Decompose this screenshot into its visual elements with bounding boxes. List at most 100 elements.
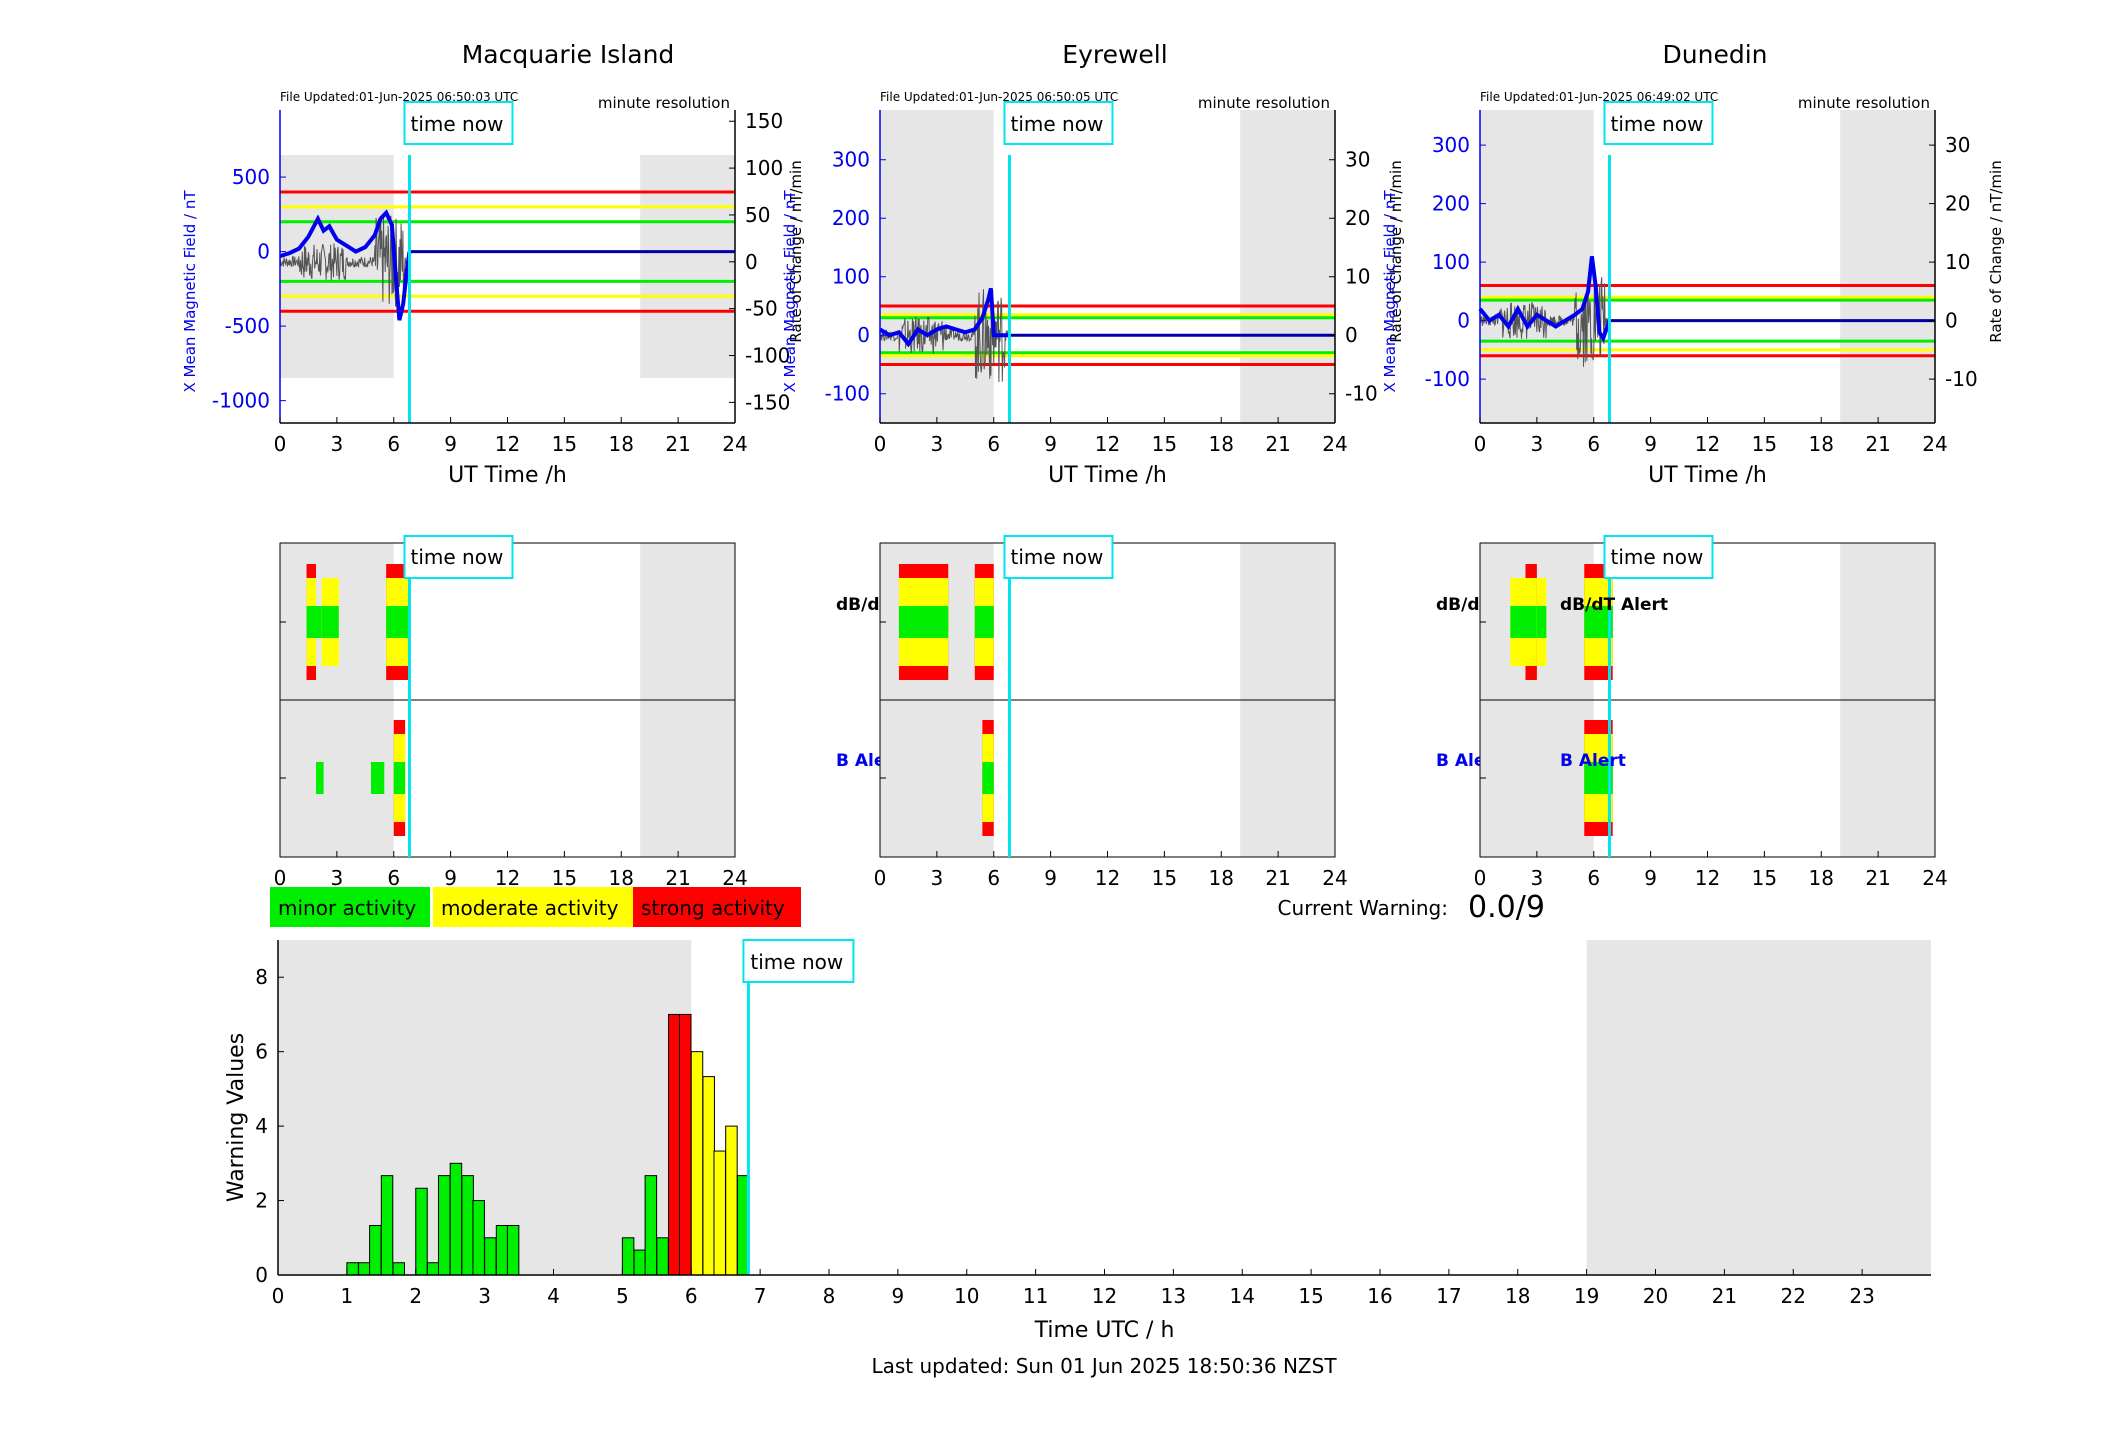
y-left-tick-label: 200: [832, 206, 870, 230]
x-tick-label: 24: [1922, 866, 1947, 890]
station-0: Macquarie Island File Updated:01-Jun-2025…: [181, 40, 944, 890]
x-tick-label: 21: [1265, 866, 1290, 890]
station-title: Eyrewell: [1062, 40, 1167, 69]
resolution-text: minute resolution: [1198, 94, 1330, 112]
station-1: Eyrewell File Updated:01-Jun-2025 06:50:0…: [781, 40, 1544, 890]
x-tick-label: 9: [444, 432, 457, 456]
night-shade: [1240, 110, 1335, 423]
alert-minor: [393, 762, 406, 794]
x-tick-label: 18: [1809, 432, 1834, 456]
x-tick-label: 21: [1865, 866, 1890, 890]
warning-bar: [495, 1224, 509, 1276]
warning-bar: [644, 1175, 658, 1276]
x-tick-label: 15: [1152, 866, 1177, 890]
warning-bar: [621, 1237, 635, 1276]
warning-bar: [472, 1200, 485, 1276]
file-updated-text: File Updated:01-Jun-2025 06:50:05 UTC: [880, 90, 1118, 104]
y-tick-label: 6: [255, 1040, 268, 1064]
activity-legend: minor activity moderate activity strong ac…: [270, 887, 801, 927]
x-tick-label: 3: [1531, 866, 1544, 890]
x-tick-label: 0: [874, 432, 887, 456]
legend-swatch-strong: [633, 887, 801, 927]
time-now-label: time now: [1010, 112, 1103, 136]
x-tick-label: 18: [609, 866, 634, 890]
x-tick-label: 15: [1752, 866, 1777, 890]
x-tick-label: 6: [387, 866, 400, 890]
x-tick-label: 24: [1322, 432, 1347, 456]
alert-minor: [316, 606, 322, 638]
x-tick-label: 6: [1587, 866, 1600, 890]
alert-minor: [974, 606, 994, 638]
x-tick-label: 10: [954, 1284, 979, 1308]
x-tick-label: 1: [341, 1284, 354, 1308]
y-left-axis-label: X Mean Magnetic Field / nT: [1381, 190, 1399, 393]
x-tick-label: 18: [1505, 1284, 1530, 1308]
x-tick-label: 3: [931, 866, 944, 890]
time-now-label: time now: [1610, 545, 1703, 569]
alert-minor: [898, 606, 949, 638]
alert-minor: [982, 762, 994, 794]
x-tick-label: 22: [1781, 1284, 1806, 1308]
field-series: [279, 209, 412, 321]
warning-bar: [725, 1125, 738, 1276]
x-axis-label: UT Time /h: [1048, 463, 1167, 488]
x-tick-label: 15: [552, 866, 577, 890]
legend-swatch-minor: [270, 887, 430, 927]
x-tick-label: 7: [754, 1284, 767, 1308]
x-tick-label: 12: [1095, 432, 1120, 456]
x-tick-label: 9: [892, 1284, 905, 1308]
x-axis-label: Time UTC / h: [1034, 1318, 1175, 1343]
x-tick-label: 24: [722, 866, 747, 890]
y-right-tick-label: -10: [1345, 382, 1378, 406]
alert-minor: [1510, 606, 1526, 638]
y-right-tick-label: 30: [1945, 133, 1970, 157]
x-tick-label: 19: [1574, 1284, 1599, 1308]
night-shade: [1586, 940, 1931, 1275]
x-tick-label: 13: [1161, 1284, 1186, 1308]
warning-bar: [702, 1076, 715, 1276]
legend-label-minor: minor activity: [278, 896, 416, 920]
y-right-tick-label: 150: [745, 109, 783, 133]
legend-label-strong: strong activity: [641, 896, 785, 920]
x-tick-label: 24: [1922, 432, 1947, 456]
b-alert-label: B Alert: [1560, 751, 1626, 771]
y-right-tick-label: 20: [1345, 206, 1370, 230]
x-tick-label: 15: [1152, 432, 1177, 456]
x-tick-label: 9: [1044, 866, 1057, 890]
warning-bar: [506, 1224, 520, 1276]
x-tick-label: 23: [1849, 1284, 1874, 1308]
time-now-label: time now: [410, 112, 503, 136]
y-axis-label: Warning Values: [224, 1033, 249, 1202]
y-left-tick-label: 0: [1457, 309, 1470, 333]
x-tick-label: 12: [1695, 432, 1720, 456]
warning-bar: [656, 1237, 669, 1276]
y-right-axis-label: Rate of Change / nT/min: [1387, 160, 1405, 342]
warning-bar: [392, 1262, 406, 1276]
y-tick-label: 8: [255, 965, 268, 989]
warning-bar: [633, 1249, 647, 1276]
time-now-box: [1603, 535, 1714, 579]
x-tick-label: 8: [823, 1284, 836, 1308]
warning-bar: [358, 1262, 371, 1276]
x-tick-label: 21: [1265, 432, 1290, 456]
y-right-tick-label: -150: [745, 390, 790, 414]
time-now-box: [1003, 535, 1114, 579]
alert-minor: [1536, 606, 1547, 638]
x-tick-label: 0: [1474, 866, 1487, 890]
x-tick-label: 6: [987, 866, 1000, 890]
dbdt-alert-label: dB/dT Alert: [1560, 595, 1668, 615]
y-right-tick-label: 10: [1945, 250, 1970, 274]
x-tick-label: 0: [272, 1284, 285, 1308]
y-tick-label: 0: [255, 1263, 268, 1287]
x-axis-label: UT Time /h: [1648, 463, 1767, 488]
field-series: [878, 287, 1010, 348]
x-tick-label: 0: [274, 866, 287, 890]
warning-bar: [380, 1175, 394, 1276]
y-right-axis-label: Rate of Change / nT/min: [787, 160, 805, 342]
x-tick-label: 6: [685, 1284, 698, 1308]
warning-bar: [461, 1175, 474, 1276]
resolution-text: minute resolution: [598, 94, 730, 112]
x-tick-label: 15: [552, 432, 577, 456]
x-tick-label: 18: [1809, 866, 1834, 890]
alert-minor: [321, 606, 339, 638]
